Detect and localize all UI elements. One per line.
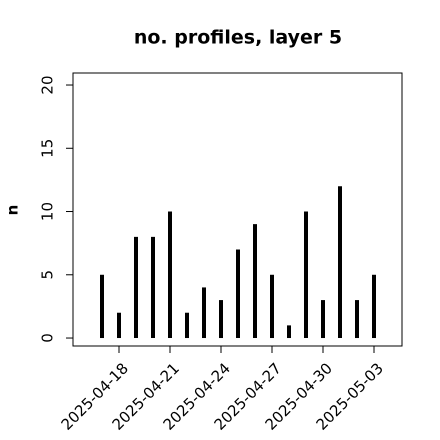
y-axis-label: n: [4, 205, 22, 216]
y-tick-label: 5: [39, 270, 57, 280]
y-tick-label: 20: [39, 75, 57, 94]
plot-box: [72, 72, 403, 347]
y-tick-label: 15: [39, 139, 57, 158]
chart-title: no. profiles, layer 5: [134, 27, 342, 49]
y-tick-label: 10: [39, 202, 57, 221]
y-tick-label: 0: [39, 333, 57, 343]
